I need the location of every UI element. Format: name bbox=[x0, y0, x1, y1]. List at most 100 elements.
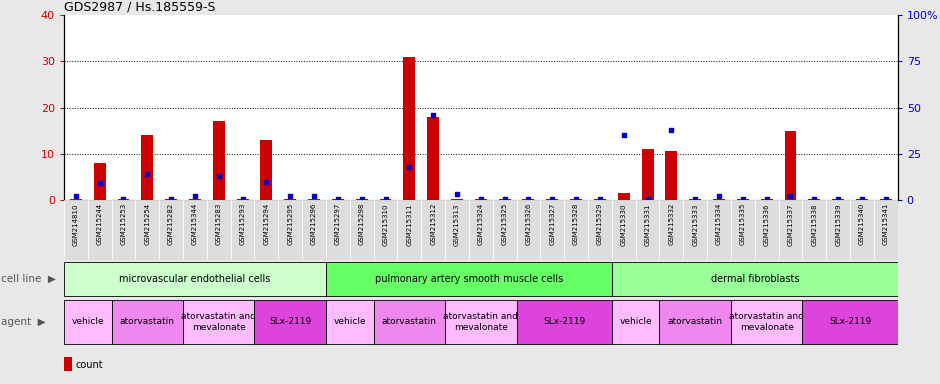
Point bbox=[735, 196, 750, 202]
Bar bbox=[118, 199, 130, 200]
FancyBboxPatch shape bbox=[230, 200, 255, 260]
Bar bbox=[308, 199, 320, 200]
Text: GSM215331: GSM215331 bbox=[645, 203, 650, 245]
Text: GSM215344: GSM215344 bbox=[192, 203, 198, 245]
FancyBboxPatch shape bbox=[255, 300, 326, 344]
Point bbox=[664, 127, 679, 133]
Text: GSM215327: GSM215327 bbox=[549, 203, 556, 245]
FancyBboxPatch shape bbox=[564, 200, 588, 260]
Text: GSM215296: GSM215296 bbox=[311, 203, 317, 245]
Text: vehicle: vehicle bbox=[334, 318, 366, 326]
Text: GSM215244: GSM215244 bbox=[97, 203, 102, 245]
FancyBboxPatch shape bbox=[588, 200, 612, 260]
Text: GSM215298: GSM215298 bbox=[359, 203, 365, 245]
FancyBboxPatch shape bbox=[64, 300, 112, 344]
Text: GSM215338: GSM215338 bbox=[811, 203, 817, 245]
FancyBboxPatch shape bbox=[755, 200, 778, 260]
Text: GSM215332: GSM215332 bbox=[668, 203, 674, 245]
Bar bbox=[523, 199, 535, 200]
Text: GSM215340: GSM215340 bbox=[859, 203, 865, 245]
Point bbox=[688, 196, 703, 202]
Text: SLx-2119: SLx-2119 bbox=[269, 318, 311, 326]
Point bbox=[283, 193, 298, 199]
Point bbox=[69, 193, 84, 199]
Point bbox=[878, 196, 893, 202]
Bar bbox=[880, 199, 892, 200]
Text: atorvastatin: atorvastatin bbox=[667, 318, 723, 326]
Bar bbox=[760, 199, 773, 200]
Bar bbox=[64, 358, 72, 371]
Point bbox=[187, 193, 202, 199]
Text: atorvastatin: atorvastatin bbox=[382, 318, 437, 326]
Text: GSM215330: GSM215330 bbox=[620, 203, 627, 245]
FancyBboxPatch shape bbox=[64, 262, 326, 296]
FancyBboxPatch shape bbox=[469, 200, 493, 260]
Text: GSM215253: GSM215253 bbox=[120, 203, 127, 245]
Point bbox=[378, 196, 393, 202]
FancyBboxPatch shape bbox=[826, 200, 850, 260]
Bar bbox=[808, 199, 821, 200]
FancyBboxPatch shape bbox=[731, 300, 803, 344]
FancyBboxPatch shape bbox=[707, 200, 731, 260]
FancyBboxPatch shape bbox=[159, 200, 183, 260]
Text: agent  ▶: agent ▶ bbox=[1, 317, 45, 327]
Bar bbox=[499, 199, 510, 200]
Text: vehicle: vehicle bbox=[71, 318, 104, 326]
Bar bbox=[713, 199, 725, 200]
Bar bbox=[260, 140, 273, 200]
Bar bbox=[165, 199, 177, 200]
FancyBboxPatch shape bbox=[112, 300, 183, 344]
Text: GSM215324: GSM215324 bbox=[478, 203, 484, 245]
Bar bbox=[380, 199, 391, 200]
Bar bbox=[571, 199, 582, 200]
FancyBboxPatch shape bbox=[445, 300, 517, 344]
Bar bbox=[832, 199, 844, 200]
Bar bbox=[70, 199, 82, 200]
FancyBboxPatch shape bbox=[850, 200, 874, 260]
Point bbox=[258, 179, 274, 185]
FancyBboxPatch shape bbox=[612, 262, 898, 296]
FancyBboxPatch shape bbox=[183, 300, 255, 344]
FancyBboxPatch shape bbox=[660, 300, 731, 344]
FancyBboxPatch shape bbox=[255, 200, 278, 260]
FancyBboxPatch shape bbox=[302, 200, 326, 260]
Point bbox=[235, 196, 250, 202]
Bar bbox=[689, 199, 701, 200]
Text: GSM215341: GSM215341 bbox=[883, 203, 889, 245]
Point bbox=[116, 196, 131, 202]
Point bbox=[592, 196, 607, 202]
Bar bbox=[403, 56, 415, 200]
FancyBboxPatch shape bbox=[398, 200, 421, 260]
Text: GSM215328: GSM215328 bbox=[573, 203, 579, 245]
Bar bbox=[594, 199, 606, 200]
FancyBboxPatch shape bbox=[64, 200, 87, 260]
Point bbox=[545, 196, 560, 202]
Text: GDS2987 / Hs.185559-S: GDS2987 / Hs.185559-S bbox=[64, 1, 215, 14]
Point bbox=[521, 196, 536, 202]
Text: atorvastatin and
mevalonate: atorvastatin and mevalonate bbox=[181, 312, 257, 332]
Text: GSM215294: GSM215294 bbox=[263, 203, 270, 245]
Bar bbox=[212, 121, 225, 200]
Text: GSM215282: GSM215282 bbox=[168, 203, 174, 245]
Text: GSM215337: GSM215337 bbox=[788, 203, 793, 245]
FancyBboxPatch shape bbox=[517, 200, 540, 260]
Text: GSM215339: GSM215339 bbox=[835, 203, 841, 245]
FancyBboxPatch shape bbox=[207, 200, 230, 260]
FancyBboxPatch shape bbox=[683, 200, 707, 260]
Text: GSM215335: GSM215335 bbox=[740, 203, 745, 245]
Bar bbox=[332, 199, 344, 200]
Point bbox=[426, 112, 441, 118]
Bar bbox=[94, 163, 105, 200]
Text: count: count bbox=[75, 360, 103, 370]
FancyBboxPatch shape bbox=[326, 300, 373, 344]
Text: pulmonary artery smooth muscle cells: pulmonary artery smooth muscle cells bbox=[375, 274, 563, 284]
Text: atorvastatin: atorvastatin bbox=[119, 318, 175, 326]
Text: GSM215336: GSM215336 bbox=[763, 203, 770, 245]
FancyBboxPatch shape bbox=[493, 200, 517, 260]
Text: GSM215329: GSM215329 bbox=[597, 203, 603, 245]
Text: SLx-2119: SLx-2119 bbox=[829, 318, 871, 326]
Point bbox=[449, 191, 464, 197]
FancyBboxPatch shape bbox=[874, 200, 898, 260]
Text: GSM215312: GSM215312 bbox=[431, 203, 436, 245]
Point bbox=[807, 196, 822, 202]
